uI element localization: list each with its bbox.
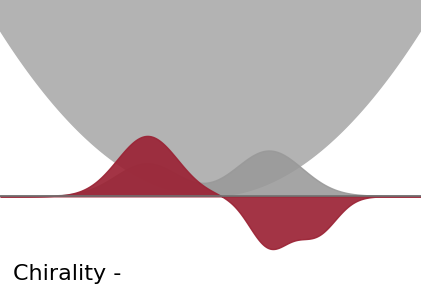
Text: Chirality -: Chirality - [13, 264, 121, 284]
